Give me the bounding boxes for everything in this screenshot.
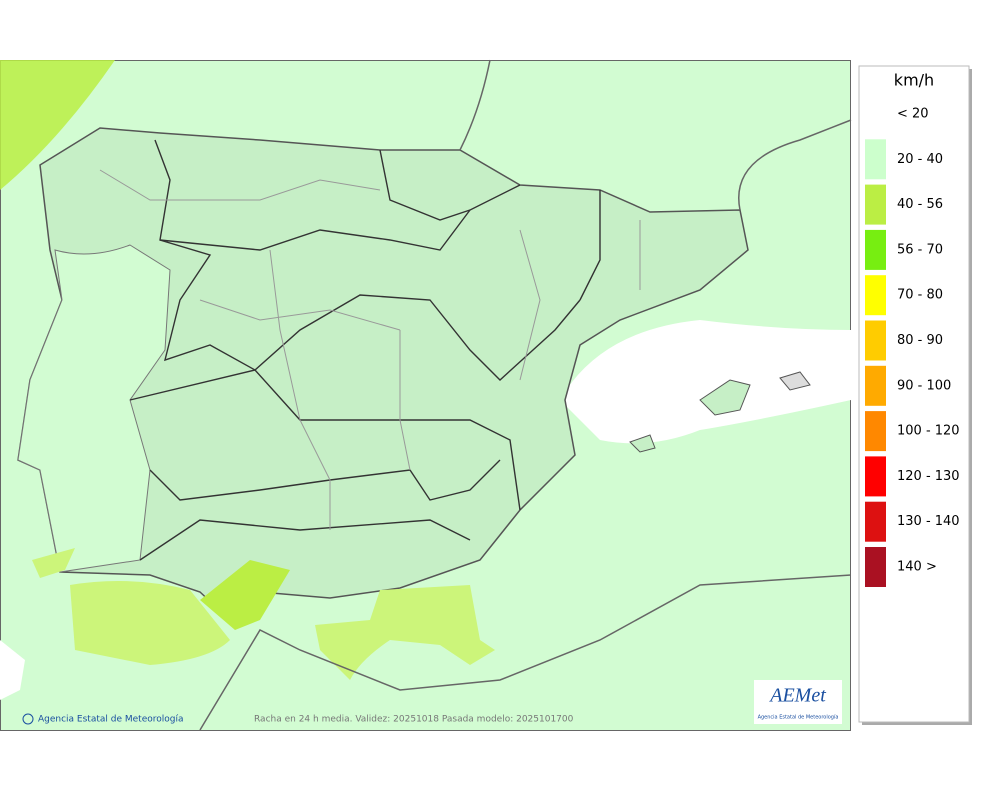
legend-swatch [865, 139, 886, 180]
wind-area [0, 60, 115, 190]
calm-area [560, 320, 851, 444]
province-borders [99, 169, 641, 530]
legend-swatch [865, 94, 886, 134]
legend-label: 90 - 100 [897, 378, 951, 393]
legend-swatch [865, 547, 886, 587]
portugal [17, 244, 171, 573]
legend-label: 120 - 130 [897, 469, 960, 484]
wind-area [70, 581, 230, 665]
logo-subtitle: Agencia Estatal de Meteorología [758, 714, 839, 721]
legend-label: 20 - 40 [897, 152, 943, 167]
legend-label: < 20 [897, 107, 929, 122]
legend-unit: km/h [894, 71, 934, 90]
legend-swatch [865, 275, 886, 316]
africa-coast [199, 574, 852, 731]
ibiza [629, 434, 656, 453]
legend-label: 80 - 90 [897, 333, 943, 348]
legend-swatch [865, 411, 886, 452]
map: Agencia Estatal de Meteorología Racha en… [0, 59, 852, 731]
legend-swatch [865, 184, 886, 225]
legend-label: 140 > [897, 560, 937, 575]
france-coast [738, 119, 852, 211]
legend-swatch [865, 229, 886, 270]
copyright-icon [22, 713, 34, 725]
legend-swatch [865, 320, 886, 361]
legend-label: 40 - 56 [897, 197, 943, 212]
wind-area [200, 560, 290, 630]
legend-label: 100 - 120 [897, 424, 960, 439]
logo-box [754, 680, 842, 724]
france-coast [459, 59, 491, 151]
wind-area [315, 585, 495, 680]
legend-label: 70 - 80 [897, 288, 943, 303]
wind-area [32, 548, 75, 578]
menorca [779, 371, 811, 391]
legend-swatch [865, 365, 886, 406]
legend-swatch [865, 501, 886, 542]
logo: AEMet [768, 685, 826, 707]
legend-label: 130 - 140 [897, 514, 960, 529]
credit: Agencia Estatal de Meteorología [38, 715, 184, 725]
legend-swatch [865, 456, 886, 497]
legend-label: 56 - 70 [897, 242, 943, 257]
footer: Racha en 24 h media. Validez: 20251018 P… [254, 715, 574, 725]
calm-area [0, 640, 25, 700]
mallorca [699, 379, 751, 416]
